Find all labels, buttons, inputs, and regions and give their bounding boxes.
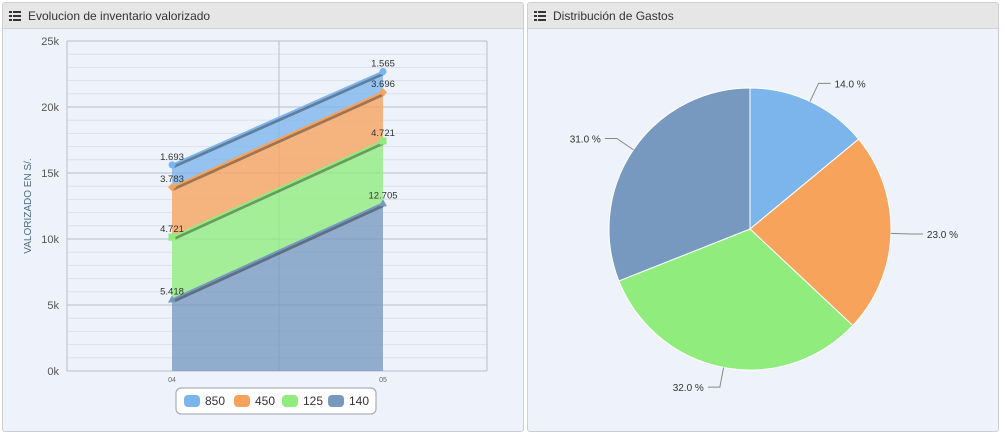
series-line-shadow — [172, 141, 385, 241]
pie-data-label: 31.0 % — [570, 135, 601, 146]
series-line-shadow — [172, 203, 385, 303]
data-point[interactable] — [379, 199, 387, 207]
x-tick-label: 05 — [379, 377, 387, 384]
inventory-panel-header: Evolucion de inventario valorizado — [3, 3, 523, 29]
y-tick-label: 15k — [41, 168, 59, 180]
legend-swatch — [282, 395, 298, 407]
series-line-125 — [171, 140, 384, 239]
legend-label: 850 — [205, 394, 225, 408]
area-series-140 — [172, 203, 383, 371]
data-label: 4.721 — [160, 224, 184, 235]
list-icon — [9, 10, 21, 21]
data-point[interactable] — [168, 233, 176, 241]
pie-connector — [707, 367, 725, 388]
area-series-450 — [172, 92, 383, 238]
series-line-shadow — [172, 92, 385, 191]
data-label: 12.705 — [368, 190, 397, 201]
inventory-area-chart: 0k 5k 10k 15k 20k 25k VALORIZADO EN S/. 5.418 12… — [23, 36, 488, 415]
pie-connector — [809, 82, 831, 102]
data-label: 4.721 — [371, 128, 395, 139]
pie-data-label: 32.0 % — [673, 383, 704, 394]
data-point[interactable] — [168, 295, 176, 303]
legend-box — [175, 387, 377, 415]
series-line-450 — [171, 91, 384, 189]
pie-slice[interactable] — [749, 138, 892, 327]
inventory-panel-title: Evolucion de inventario valorizado — [28, 8, 211, 23]
series-line-shadow — [172, 72, 385, 169]
data-point[interactable] — [168, 183, 176, 192]
list-icon — [534, 10, 546, 21]
data-label: 3.783 — [160, 174, 184, 185]
legend-swatch — [184, 395, 200, 407]
pie-slice[interactable] — [618, 228, 854, 371]
legend-item-850[interactable]: 850 — [184, 394, 225, 408]
pie-data-label: 14.0 % — [835, 79, 866, 90]
data-label: 1.693 — [160, 152, 184, 163]
legend-item-125[interactable]: 125 — [282, 394, 323, 408]
data-point[interactable] — [168, 161, 176, 169]
legend-swatch — [328, 395, 344, 407]
y-tick-label: 5k — [47, 300, 59, 312]
y-tick-label: 10k — [41, 234, 59, 246]
legend-label: 140 — [349, 394, 369, 408]
y-axis-label: VALORIZADO EN S/. — [23, 158, 34, 253]
y-tick-label: 0k — [47, 366, 59, 378]
pie-connector — [890, 232, 923, 235]
expenses-panel-title: Distribución de Gastos — [553, 8, 674, 23]
series-line-140 — [171, 202, 384, 301]
pie-data-label: 23.0 % — [927, 230, 958, 241]
expenses-panel: Distribución de Gastos 14.0 % 23.0 % 32.0 … — [527, 2, 999, 432]
expenses-panel-header: Distribución de Gastos — [528, 3, 998, 29]
data-label: 1.565 — [371, 59, 395, 70]
area-series-125 — [172, 140, 383, 300]
area-series-850 — [172, 71, 383, 188]
y-tick-label: 25k — [41, 36, 59, 48]
inventory-panel: Evolucion de inventario valorizado 0k 5k 1… — [2, 2, 524, 432]
series-line-850 — [171, 70, 384, 166]
data-label: 5.418 — [160, 286, 184, 297]
data-point[interactable] — [379, 68, 387, 76]
y-tick-label: 20k — [41, 102, 59, 114]
legend-label: 125 — [303, 394, 323, 408]
data-label: 3.696 — [371, 79, 395, 90]
pie-slice[interactable] — [749, 87, 860, 231]
pie-connector — [604, 138, 634, 151]
data-point[interactable] — [379, 137, 387, 145]
legend-item-140[interactable]: 140 — [328, 394, 369, 408]
expenses-pie-chart: 14.0 % 23.0 % 32.0 % 31.0 % — [570, 79, 958, 394]
chart-legend: 850 450 125 140 — [175, 387, 377, 415]
data-point[interactable] — [379, 88, 387, 97]
x-tick-label: 04 — [168, 377, 176, 384]
legend-item-450[interactable]: 450 — [234, 394, 275, 408]
legend-swatch — [234, 395, 250, 407]
legend-label: 450 — [255, 394, 275, 408]
